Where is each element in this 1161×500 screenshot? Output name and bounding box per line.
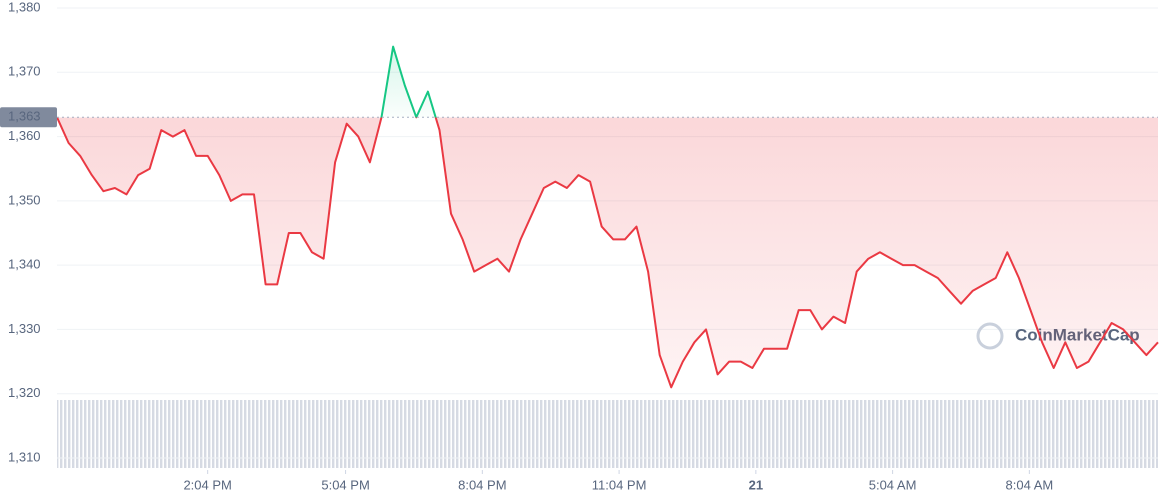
x-tick-label: 8:04 PM [458, 477, 506, 492]
area-fill [57, 46, 1158, 388]
x-tick-label: 21 [749, 477, 763, 492]
price-line [56, 45, 1159, 389]
x-tick-label: 5:04 AM [869, 477, 917, 492]
x-tick-label: 2:04 PM [183, 477, 231, 492]
y-tick-label: 1,350 [8, 192, 41, 207]
watermark-logo [976, 322, 1004, 350]
reference-label: 1,363 [8, 109, 41, 124]
y-tick-label: 1,310 [8, 449, 41, 464]
x-tick-label: 11:04 PM [592, 477, 647, 492]
y-tick-label: 1,330 [8, 321, 41, 336]
y-tick-label: 1,360 [8, 128, 41, 143]
x-tick-label: 5:04 PM [321, 477, 369, 492]
y-tick-label: 1,340 [8, 257, 41, 272]
x-tick-label: 8:04 AM [1006, 477, 1054, 492]
volume-band [57, 400, 1158, 468]
reference-box [0, 107, 57, 128]
y-tick-label: 1,380 [8, 0, 41, 14]
y-tick-label: 1,320 [8, 385, 41, 400]
y-tick-label: 1,370 [8, 64, 41, 79]
